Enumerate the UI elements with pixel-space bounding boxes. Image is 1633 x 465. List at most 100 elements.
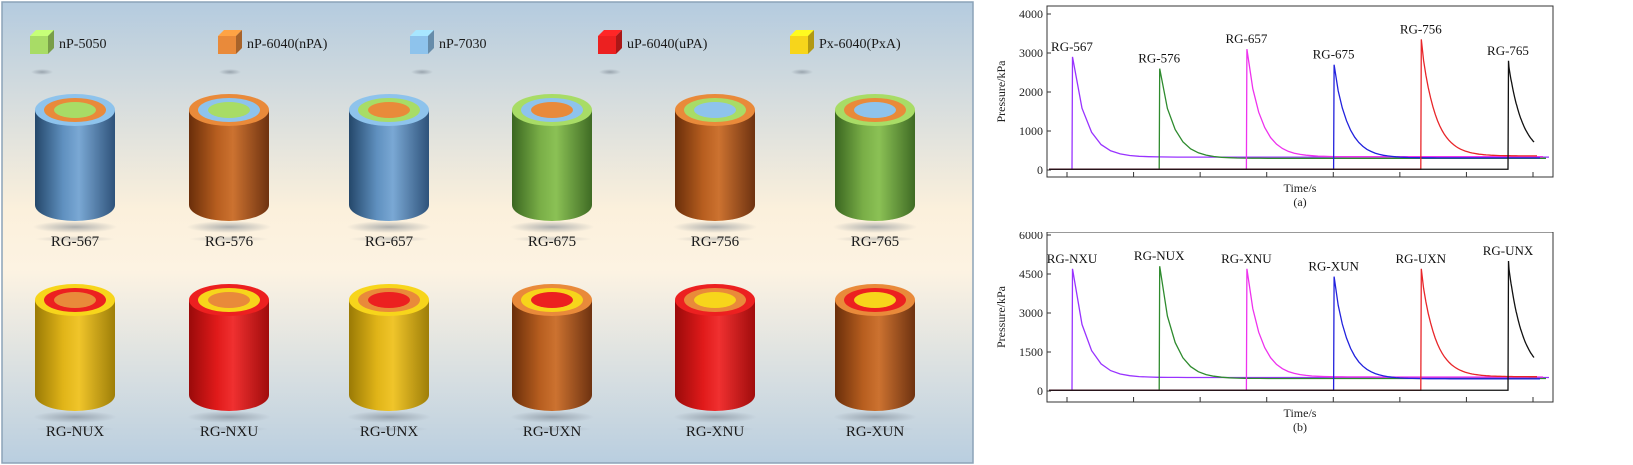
legend-item: nP-6040(nPA) <box>218 30 328 75</box>
blue-cube-icon <box>410 30 434 75</box>
yellow-cube-icon <box>790 30 814 75</box>
cylinder-label: RG-UNX <box>360 424 418 440</box>
cylinder-shadow <box>833 411 917 423</box>
cylinder-shadow <box>510 411 594 423</box>
cylinder: RG-XUN <box>833 284 917 440</box>
cylinder-body <box>512 300 592 411</box>
y-tick-label: 6000 <box>1019 232 1043 242</box>
series-line <box>1049 268 1537 391</box>
series-line <box>1049 276 1540 391</box>
cylinder: RG-657 <box>347 94 431 250</box>
plot-frame <box>1046 5 1554 178</box>
y-tick-label: 4500 <box>1019 267 1043 281</box>
cylinder-core <box>531 292 573 308</box>
cylinder-row-1: RG-567 RG-576 RG-657 RG-675 RG-756 RG-765 <box>33 94 917 250</box>
cylinder-body <box>835 300 915 411</box>
cylinder-core <box>54 102 96 118</box>
legend-label: nP-7030 <box>439 37 486 52</box>
plot-frame <box>1046 232 1554 403</box>
chart-axes: 0 1500 3000 4500 6000 Pressure/kPa Time/s(b) <box>994 232 1554 434</box>
cylinder: RG-675 <box>510 94 594 250</box>
cylinder-shadow <box>833 221 917 233</box>
cylinder: RG-576 <box>187 94 271 250</box>
cylinder-label: RG-XUN <box>846 424 904 440</box>
series-label: RG-576 <box>1138 51 1180 66</box>
cylinder-body <box>512 110 592 221</box>
y-tick-label: 3000 <box>1019 46 1043 60</box>
series-line <box>1049 56 1549 170</box>
cylinder-core <box>854 292 896 308</box>
cylinder-body <box>189 110 269 221</box>
series-label: RG-UNX <box>1483 243 1534 258</box>
y-tick-label: 0 <box>1037 163 1043 177</box>
cylinder-core <box>54 292 96 308</box>
series-label: RG-675 <box>1313 47 1355 62</box>
legend: nP-5050 nP-6040(nPA) nP-7030 uP-6040(uPA) Px… <box>30 30 901 75</box>
legend-item: Px-6040(PxA) <box>790 30 901 75</box>
chart-axes: 0 1000 2000 3000 4000 Pressure/kPa Time/s(a) <box>994 5 1554 209</box>
cylinder-shadow <box>33 221 117 233</box>
series-line <box>1049 49 1543 170</box>
red-cube-icon <box>598 30 622 75</box>
cylinder-body <box>35 300 115 411</box>
cylinder-shadow <box>187 221 271 233</box>
cylinder-core <box>208 102 250 118</box>
cylinder-label: RG-XNU <box>686 424 744 440</box>
cylinder-core <box>208 292 250 308</box>
x-axis-label: Time/s <box>1284 181 1317 195</box>
cylinder: RG-NXU <box>187 284 271 440</box>
series-label: RG-657 <box>1225 31 1267 46</box>
series-label: RG-NUX <box>1134 248 1185 263</box>
series-line <box>1049 268 1543 391</box>
y-axis-label: Pressure/kPa <box>994 285 1008 348</box>
y-tick-label: 4000 <box>1019 7 1043 21</box>
y-axis-label: Pressure/kPa <box>994 60 1008 123</box>
cylinder-body <box>349 300 429 411</box>
cylinder-label: RG-NUX <box>46 424 104 440</box>
chart-caption: (b) <box>1293 420 1307 434</box>
legend-label: uP-6040(uPA) <box>627 37 708 52</box>
series-label: RG-UXN <box>1396 251 1447 266</box>
cylinder-core <box>368 102 410 118</box>
cylinder-diagram: nP-5050 nP-6040(nPA) nP-7030 uP-6040(uPA) Px… <box>1 1 974 464</box>
cylinder-core <box>694 292 736 308</box>
legend-label: nP-6040(nPA) <box>247 37 328 52</box>
cylinder-body <box>189 300 269 411</box>
cylinder-core <box>694 102 736 118</box>
chart-series: RG-567 RG-576 RG-657 RG-675 RG-756 RG-765 <box>1049 21 1549 170</box>
cylinder: RG-567 <box>33 94 117 250</box>
series-line <box>1049 266 1546 391</box>
cylinder-body <box>835 110 915 221</box>
cylinder-body <box>675 300 755 411</box>
cylinder-shadow <box>187 411 271 423</box>
y-tick-label: 1000 <box>1019 124 1043 138</box>
series-line <box>1049 260 1535 391</box>
cylinder-label: RG-657 <box>365 234 414 250</box>
cylinder-label: RG-675 <box>528 234 576 250</box>
y-tick-label: 3000 <box>1019 306 1043 320</box>
cylinder: RG-NUX <box>33 284 117 440</box>
legend-label: nP-5050 <box>59 37 106 52</box>
cylinder-label: RG-NXU <box>200 424 258 440</box>
cylinder-shadow <box>673 221 757 233</box>
series-label: RG-756 <box>1400 21 1442 36</box>
cylinder-core <box>531 102 573 118</box>
series-label: RG-XUN <box>1308 259 1359 274</box>
cylinder-shadow <box>347 221 431 233</box>
orange-cube-icon <box>218 30 242 75</box>
cylinder-core <box>368 292 410 308</box>
cylinder-label: RG-756 <box>691 234 740 250</box>
cylinder-row-2: RG-NUX RG-NXU RG-UNX RG-UXN RG-XNU RG-XUN <box>33 284 917 440</box>
series-label: RG-567 <box>1051 39 1093 54</box>
legend-item: uP-6040(uPA) <box>598 30 708 75</box>
series-line <box>1049 60 1535 170</box>
series-label: RG-NXU <box>1047 251 1098 266</box>
diagram-background <box>1 1 974 464</box>
pressure-chart-b: 0 1500 3000 4500 6000 Pressure/kPa Time/s(b) RG… <box>994 232 1554 434</box>
cylinder-shadow <box>510 221 594 233</box>
green-cube-icon <box>30 30 54 75</box>
cylinder-shadow <box>347 411 431 423</box>
series-line <box>1049 268 1549 391</box>
cylinder-label: RG-UXN <box>523 424 581 440</box>
cylinder: RG-UXN <box>510 284 594 440</box>
